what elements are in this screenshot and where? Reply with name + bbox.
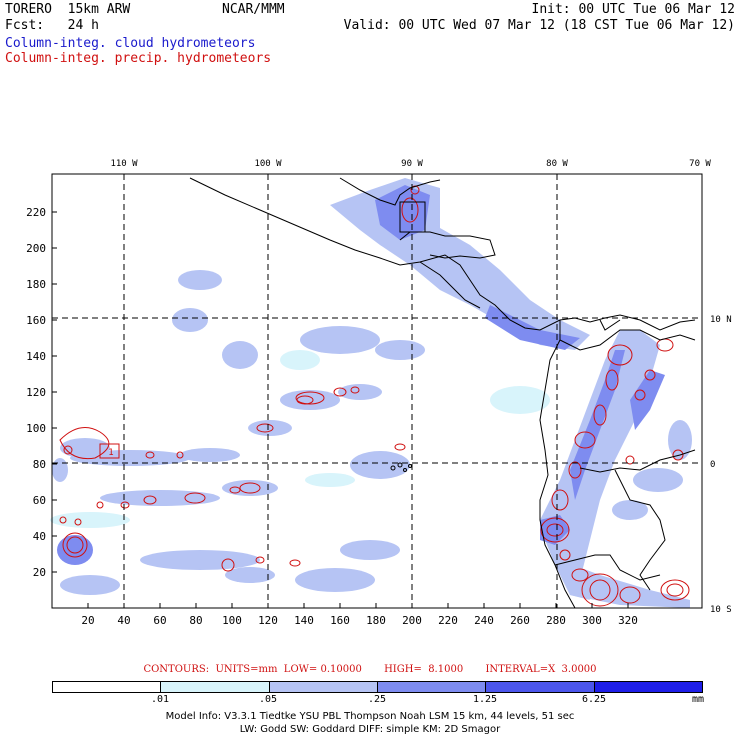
legend-label-3: 1.25 [472, 694, 498, 705]
y-tick-label: 180 [26, 278, 46, 291]
legend-swatch-1 [161, 682, 270, 692]
map-frame [51, 173, 703, 609]
x-tick-label: 80 [189, 614, 202, 627]
lon-label-80w: 80 W [546, 159, 568, 169]
x-tick-label: 260 [510, 614, 530, 627]
y-tick-label: 120 [26, 386, 46, 399]
center-name: NCAR/MMM [222, 2, 285, 17]
y-tick-label: 40 [33, 530, 46, 543]
precip-contours [59, 185, 690, 607]
lat-label-0: 0 [710, 460, 715, 470]
legend-swatch-4 [486, 682, 595, 692]
lon-label-100w: 100 W [254, 159, 282, 169]
x-tick-label: 100 [222, 614, 242, 627]
lat-labels: 10 N 0 10 S [710, 315, 732, 615]
legend-unit: mm [692, 694, 705, 705]
lat-label-10s: 10 S [710, 605, 732, 615]
contours-info: CONTOURS: UNITS=mm LOW= 0.10000 HIGH= 8.… [143, 664, 597, 675]
lon-label-90w: 90 W [401, 159, 423, 169]
y-tick-label: 100 [26, 422, 46, 435]
lon-label-70w: 70 W [689, 159, 711, 169]
subdomain-box-label: 1 [108, 448, 113, 458]
run-title: TORERO 15km ARW [5, 2, 131, 17]
x-tick-label: 140 [294, 614, 314, 627]
color-legend [52, 681, 703, 693]
x-tick-label: 280 [546, 614, 566, 627]
lon-labels: 110 W 100 W 90 W 80 W 70 W [110, 159, 711, 169]
legend-label-1: .05 [258, 694, 278, 705]
subdomain-box: 1 [99, 443, 120, 459]
legend-swatch-2 [269, 682, 378, 692]
y-tick-label: 160 [26, 314, 46, 327]
y-tick-label: 80 [33, 458, 46, 471]
y-axis-ticks: 20 40 60 80 100 120 140 160 180 200 220 [26, 206, 46, 579]
x-tick-label: 220 [438, 614, 458, 627]
coastlines [189, 177, 696, 609]
lat-label-10n: 10 N [710, 315, 732, 325]
y-tick-label: 220 [26, 206, 46, 219]
x-tick-label: 20 [81, 614, 94, 627]
legend-swatch-5 [594, 682, 702, 692]
legend-label-0: .01 [150, 694, 170, 705]
y-tick-label: 60 [33, 494, 46, 507]
y-tick-label: 20 [33, 566, 46, 579]
field-precip-label: Column-integ. precip. hydrometeors [5, 51, 272, 66]
y-tick-label: 140 [26, 350, 46, 363]
lon-label-110w: 110 W [110, 159, 138, 169]
x-tick-label: 160 [330, 614, 350, 627]
x-tick-label: 240 [474, 614, 494, 627]
model-info-line2: LW: Godd SW: Goddard DIFF: simple KM: 2D… [239, 724, 501, 735]
init-time: Init: 00 UTC Tue 06 Mar 12 [531, 2, 736, 17]
model-info-line1: Model Info: V3.3.1 Tiedtke YSU PBL Thomp… [165, 711, 575, 722]
forecast-hour: Fcst: 24 h [5, 18, 99, 33]
cloud-shading [50, 178, 692, 608]
x-tick-label: 120 [258, 614, 278, 627]
x-tick-label: 180 [366, 614, 386, 627]
x-tick-label: 60 [153, 614, 166, 627]
lat-lon-grid [52, 174, 702, 608]
x-tick-label: 40 [117, 614, 130, 627]
legend-label-2: .25 [367, 694, 387, 705]
legend-swatch-0 [53, 682, 162, 692]
legend-label-4: 6.25 [581, 694, 607, 705]
x-tick-label: 320 [618, 614, 638, 627]
legend-swatch-3 [377, 682, 487, 692]
y-tick-label: 200 [26, 242, 46, 255]
x-tick-label: 300 [582, 614, 602, 627]
x-tick-label: 200 [402, 614, 422, 627]
valid-time: Valid: 00 UTC Wed 07 Mar 12 (18 CST Tue … [343, 18, 735, 33]
field-cloud-label: Column-integ. cloud hydrometeors [5, 36, 256, 51]
x-axis-ticks: 20 40 60 80 100 120 140 160 180 200 220 240 260 280 30… [81, 614, 638, 627]
